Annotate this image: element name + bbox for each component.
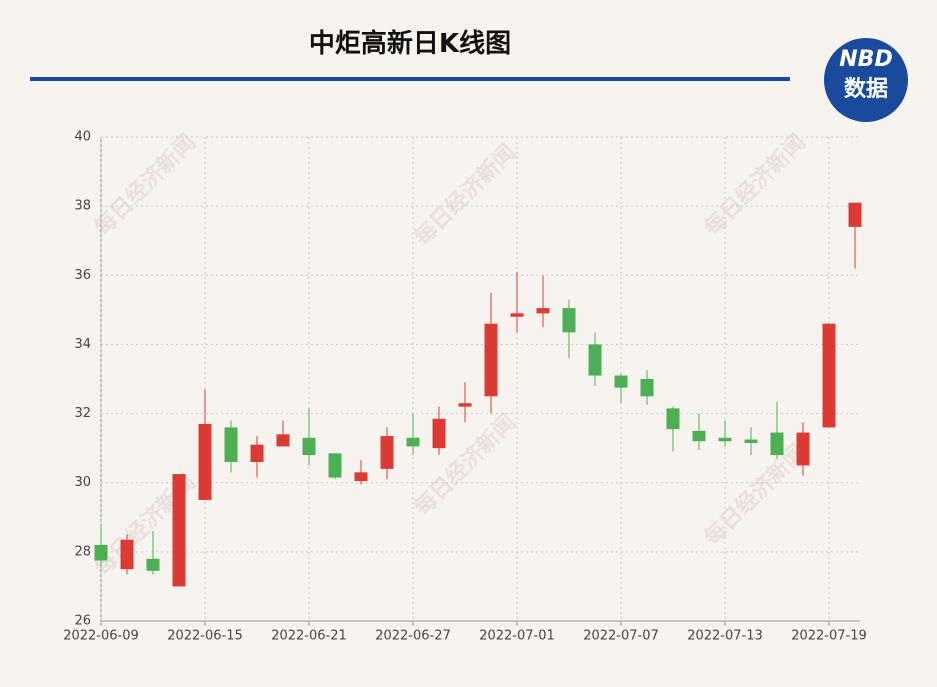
y-tick-label: 34 [74, 337, 91, 352]
candle-body [510, 313, 524, 317]
candle-body [484, 323, 498, 397]
x-tick-label: 2022-07-19 [791, 629, 867, 644]
candle-body [432, 418, 446, 449]
x-tick-label: 2022-07-13 [687, 629, 763, 644]
y-tick-label: 30 [74, 475, 91, 490]
y-tick-label: 32 [74, 406, 91, 421]
candle-body [250, 444, 264, 462]
chart-title: 中炬高新日K线图 [309, 28, 511, 59]
x-tick-label: 2022-06-21 [271, 629, 347, 644]
candle-body [640, 379, 654, 397]
y-tick-label: 38 [74, 199, 91, 214]
candle-body [380, 436, 394, 469]
candle-body [354, 472, 368, 481]
y-tick-label: 26 [74, 614, 91, 629]
candle-body [458, 403, 472, 407]
x-tick-label: 2022-06-15 [167, 629, 243, 644]
logo [824, 38, 908, 122]
candle-body [94, 544, 108, 561]
x-tick-label: 2022-07-01 [479, 629, 555, 644]
x-tick-label: 2022-06-09 [63, 629, 139, 644]
candle-body [666, 408, 680, 430]
candle-body [406, 437, 420, 447]
candle-body [770, 432, 784, 456]
candle-body [328, 453, 342, 478]
candle-body [302, 437, 316, 456]
candle-body [588, 344, 602, 376]
x-tick-label: 2022-07-07 [583, 629, 659, 644]
candle-body [744, 439, 758, 443]
candle-body [276, 434, 290, 447]
candle-body [718, 437, 732, 442]
title-rule [30, 77, 790, 81]
y-tick-label: 40 [74, 130, 91, 145]
candle-body [796, 432, 810, 466]
candle-body [692, 430, 706, 442]
logo-text: NBD [839, 47, 892, 72]
y-tick-label: 28 [74, 544, 91, 559]
candle-body [120, 539, 134, 570]
candle-body [822, 323, 836, 428]
candle-body [848, 202, 862, 227]
candle-body [198, 423, 212, 500]
candle-body [146, 558, 160, 571]
candle-body [224, 427, 238, 462]
logo-text: 数据 [844, 76, 888, 102]
candle-body [614, 375, 628, 388]
y-tick-label: 36 [74, 268, 91, 283]
x-tick-label: 2022-06-27 [375, 629, 451, 644]
candle-body [562, 308, 576, 333]
candle-body [536, 308, 550, 314]
candle-body [172, 474, 186, 587]
